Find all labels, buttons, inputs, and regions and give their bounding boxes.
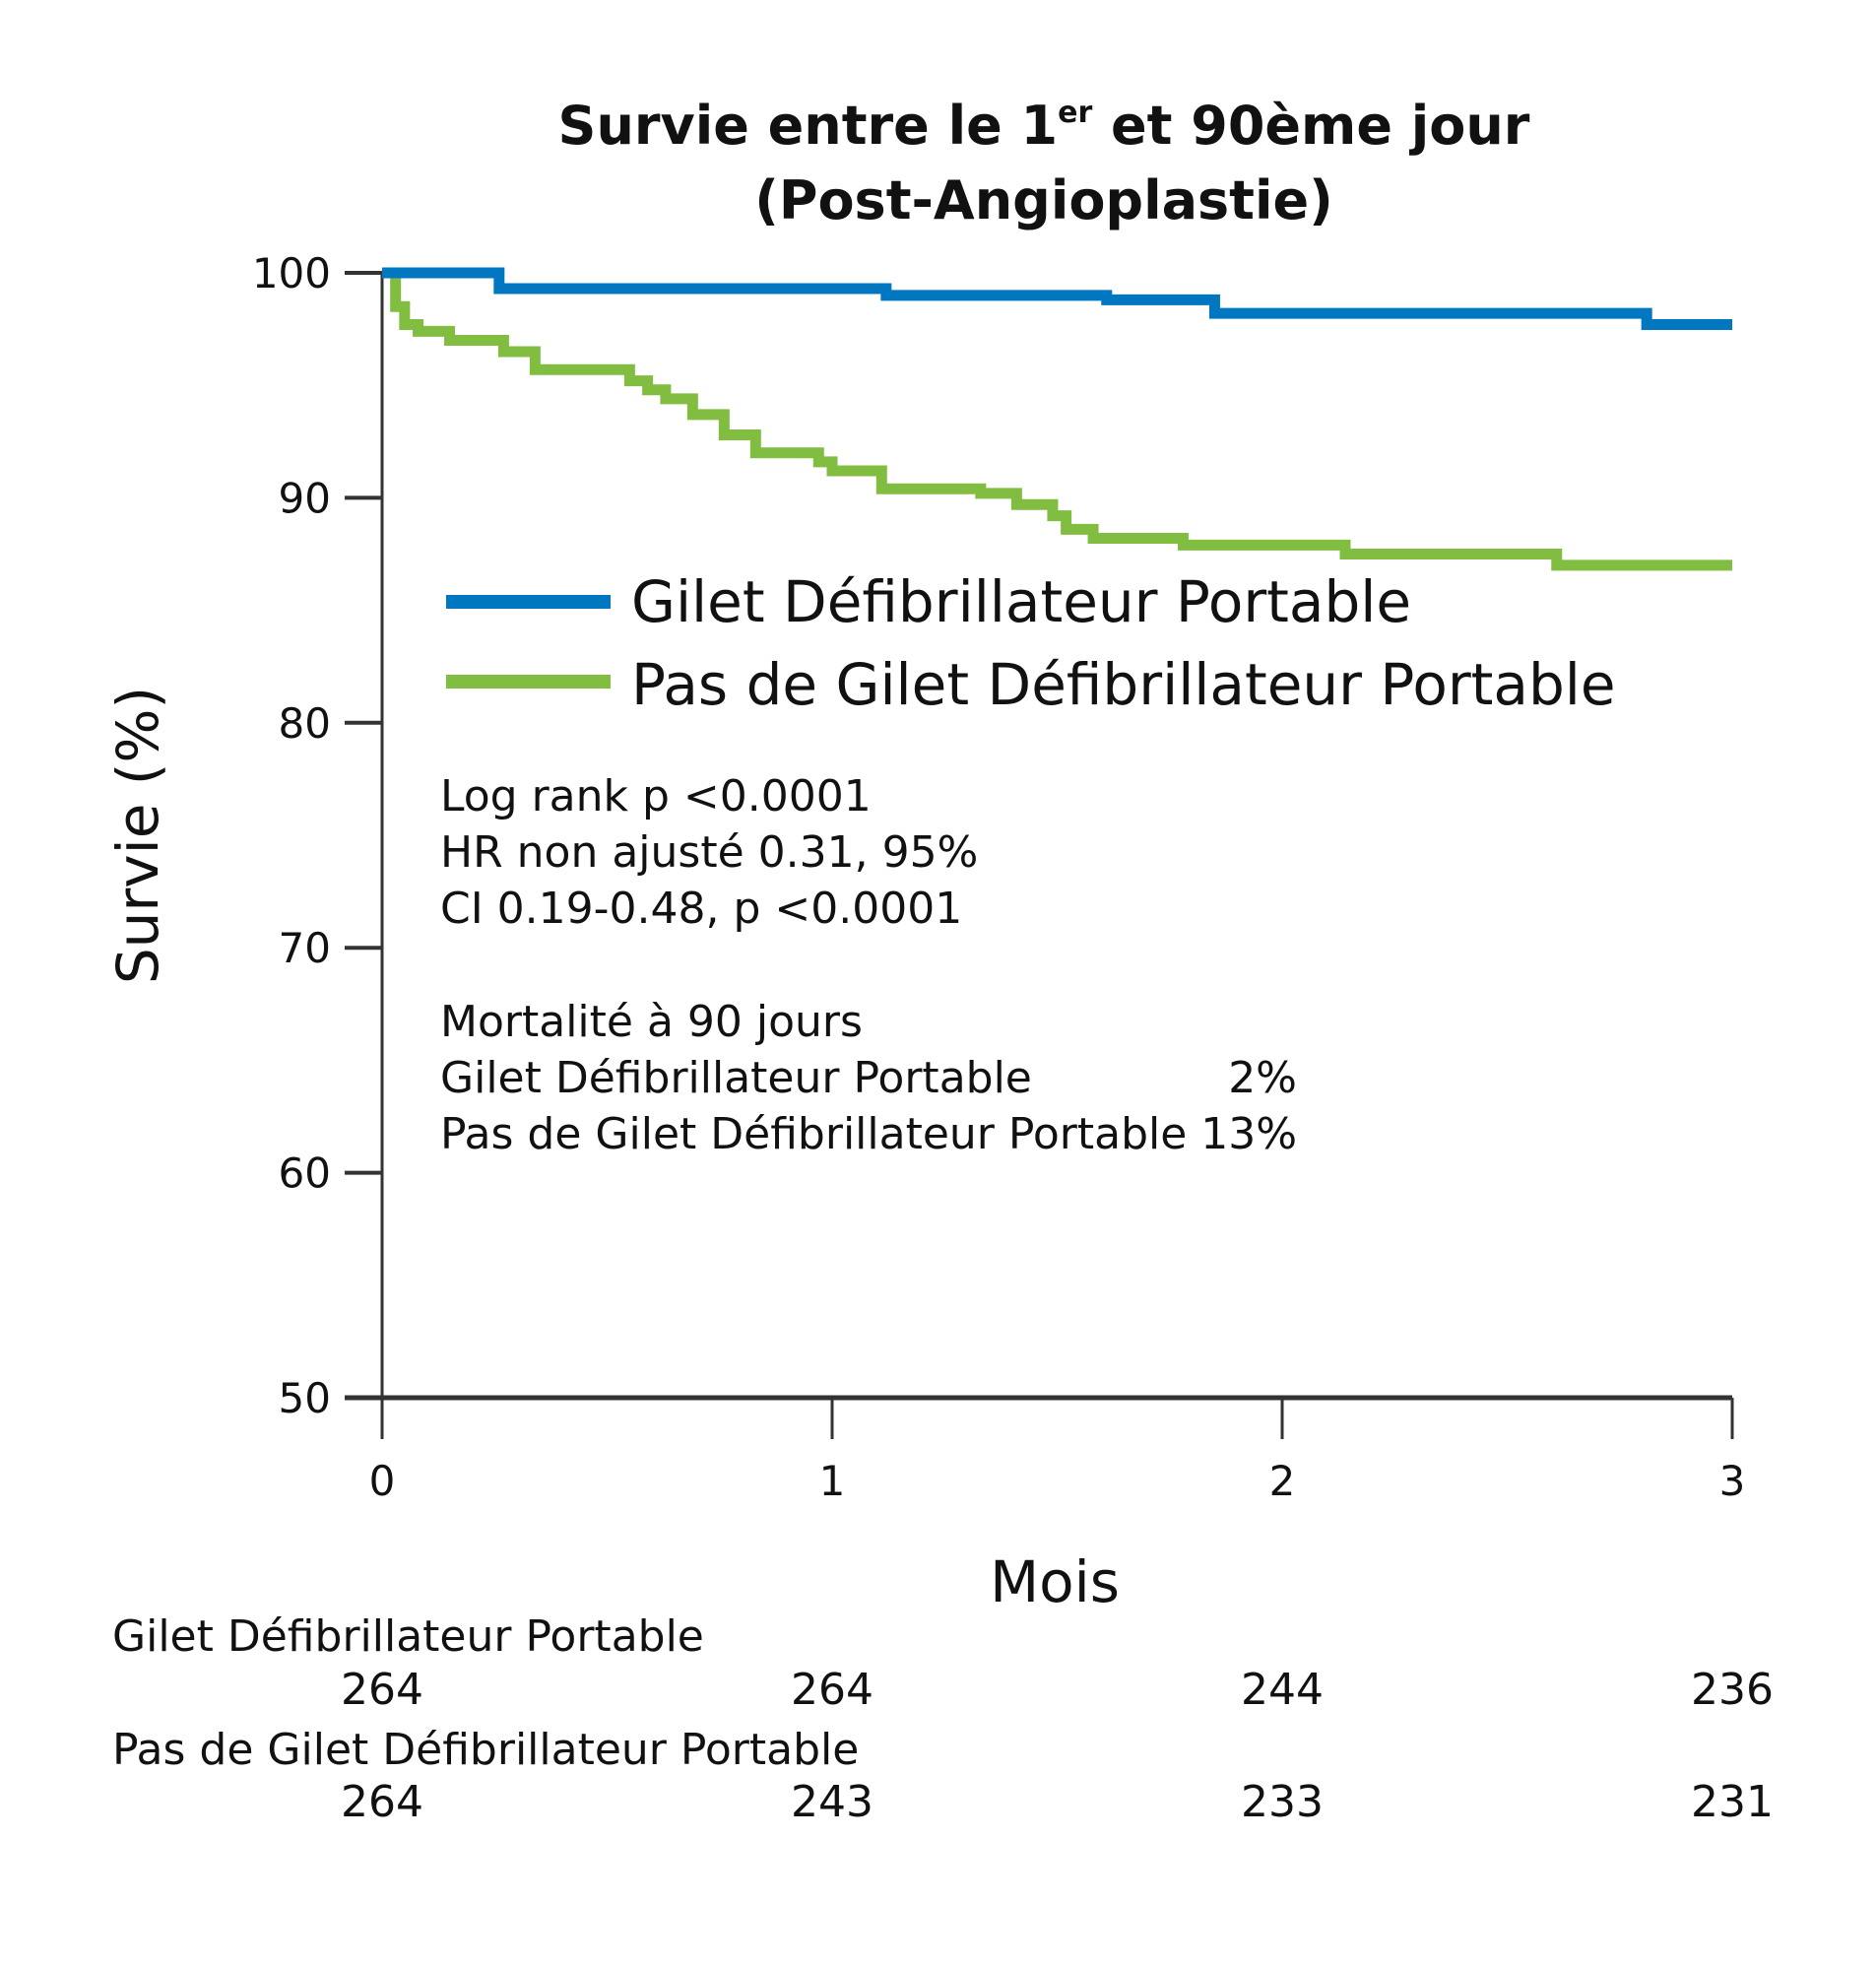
y-tick-label: 70 [279, 924, 331, 972]
stat-hr: HR non ajusté 0.31, 95% [440, 827, 978, 878]
risk-count: 244 [1241, 1665, 1324, 1715]
y-tick-label: 100 [252, 249, 331, 297]
mortality-value-pas-de-gilet: 13% [1200, 1109, 1297, 1159]
y-tick-label: 60 [279, 1149, 331, 1198]
mortality-label-pas-de-gilet: Pas de Gilet Défibrillateur Portable [440, 1109, 1187, 1159]
risk-table: Gilet Défibrillateur Portable Pas de Gil… [112, 1611, 1774, 1827]
x-tick-label: 2 [1269, 1457, 1296, 1505]
risk-count: 264 [341, 1665, 423, 1715]
risk-count: 236 [1691, 1665, 1774, 1715]
mortality-label-gilet: Gilet Défibrillateur Portable [440, 1053, 1032, 1103]
y-tick-label: 80 [279, 699, 331, 748]
risk-count: 231 [1691, 1777, 1774, 1827]
series-line-gilet [382, 267, 1732, 331]
legend: Gilet Défibrillateur Portable Pas de Gil… [446, 568, 1616, 718]
risk-count: 243 [791, 1777, 873, 1827]
y-axis-label: Survie (%) [104, 687, 171, 984]
risk-count: 264 [791, 1665, 873, 1715]
risk-label-gilet: Gilet Défibrillateur Portable [112, 1611, 704, 1662]
risk-label-pas-de-gilet: Pas de Gilet Défibrillateur Portable [112, 1725, 859, 1775]
series-lines [382, 267, 1732, 571]
risk-count: 264 [341, 1777, 423, 1827]
x-tick-label: 3 [1719, 1457, 1746, 1505]
stat-logrank: Log rank p <0.0001 [440, 771, 872, 821]
x-axis-label: Mois [990, 1548, 1120, 1615]
mortality-value-gilet: 2% [1228, 1053, 1297, 1103]
y-tick-label: 50 [279, 1374, 331, 1422]
axes [345, 273, 1732, 1401]
mortality-title: Mortalité à 90 jours [440, 997, 863, 1047]
y-tick-label: 90 [279, 474, 331, 522]
legend-label-pas-de-gilet: Pas de Gilet Défibrillateur Portable [631, 651, 1616, 718]
ticks: 50 60 70 80 90 100 0 1 2 3 [252, 249, 1746, 1505]
stat-ci: CI 0.19-0.48, p <0.0001 [440, 884, 962, 934]
series-line-pas-de-gilet [382, 267, 1732, 571]
chart-title-line2: (Post-Angioplastie) [754, 169, 1333, 231]
legend-label-gilet: Gilet Défibrillateur Portable [631, 568, 1411, 635]
risk-count: 233 [1241, 1777, 1324, 1827]
stats-annotation: Log rank p <0.0001 HR non ajusté 0.31, 9… [440, 771, 1297, 1159]
chart-title-line1: Survie entre le 1er et 90ème jour [558, 95, 1530, 157]
x-tick-label: 0 [369, 1457, 396, 1505]
x-tick-label: 1 [819, 1457, 846, 1505]
